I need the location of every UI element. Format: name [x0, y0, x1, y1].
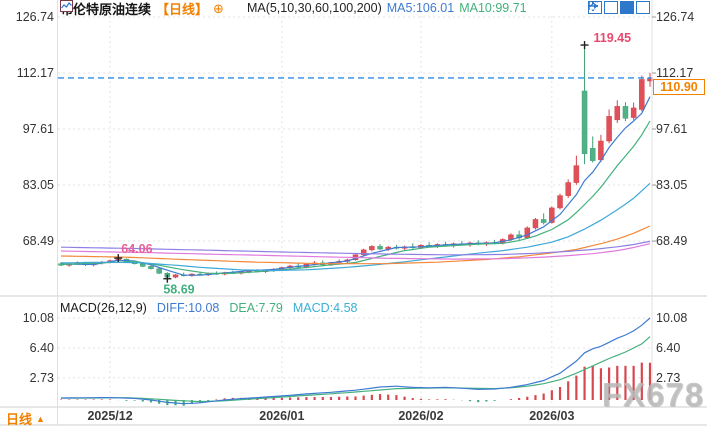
ma5-value-label: MA5:106.01	[386, 1, 455, 15]
timeframe-selector[interactable]: 日线 ▲	[6, 409, 45, 428]
price-axis-label-left: 68.49	[23, 234, 54, 248]
candle[interactable]	[532, 219, 539, 229]
auto-scroll-latest-icon[interactable]	[588, 1, 634, 14]
candle[interactable]	[524, 227, 531, 239]
timeframe-label: 日线	[6, 412, 33, 427]
dea-line	[61, 336, 651, 403]
x-axis-label: 2026/03	[529, 409, 575, 423]
candle[interactable]	[549, 207, 555, 223]
chart-toolbar	[588, 1, 650, 14]
ma-params-label: MA(5,10,30,60,100,200)	[246, 1, 382, 15]
macd-axis-label-left: 10.08	[23, 311, 54, 325]
candle[interactable]	[540, 219, 547, 223]
candle[interactable]	[581, 90, 588, 154]
macd-axis-label-right: 6.40	[656, 341, 680, 355]
price-axis-label-left: 97.61	[23, 122, 54, 136]
macd-header: MACD(26,12,9) DIFF:10.08 DEA:7.79 MACD:4…	[60, 300, 358, 315]
spike-high-label: 119.45	[594, 31, 632, 45]
macd-axis-label-left: 6.40	[30, 341, 54, 355]
kline-chart-icon[interactable]	[60, 0, 242, 14]
candle[interactable]	[589, 148, 596, 161]
dec-high-label: 64.06	[121, 242, 152, 256]
candle[interactable]	[606, 116, 612, 142]
candle[interactable]	[639, 79, 645, 110]
chevron-up-icon: ▲	[36, 413, 45, 424]
price-axis-label-right: 97.61	[656, 122, 687, 136]
ma200-line	[60, 243, 651, 260]
candle[interactable]	[369, 246, 375, 251]
candle[interactable]	[172, 274, 179, 278]
price-axis-label-left: 126.74	[16, 10, 54, 24]
ma100-line	[60, 240, 651, 256]
price-axis-label-right: 126.74	[656, 10, 694, 24]
price-axis-label-left: 83.05	[23, 178, 54, 192]
macd-axis-label-right: 10.08	[656, 311, 687, 325]
macd-value: MACD:4.58	[292, 300, 358, 315]
candle[interactable]	[148, 266, 154, 269]
period-tag: 【日线】	[156, 1, 209, 17]
instrument-name: 布伦特原油连续	[60, 1, 152, 17]
candle[interactable]	[557, 195, 563, 209]
candle[interactable]	[140, 263, 146, 267]
last-price-badge: 110.90	[653, 79, 705, 95]
macd-axis-label-right: 2.73	[656, 371, 680, 385]
macd-params-label: MACD(26,12,9)	[60, 300, 147, 315]
candle[interactable]	[565, 182, 571, 196]
x-axis-label: 2026/02	[398, 409, 444, 423]
price-axis-label-left: 112.17	[17, 66, 54, 80]
ma30-line	[60, 182, 651, 272]
x-axis-label: 2026/01	[259, 409, 305, 423]
diff-line	[60, 317, 651, 405]
add-indicator-icon[interactable]: ⊕	[213, 0, 224, 16]
macd-dea-value: DEA:7.79	[229, 300, 283, 315]
macd-axis-label-left: 2.73	[30, 371, 54, 385]
macd-diff-value: DIFF:10.08	[156, 300, 220, 315]
axis-scale-icon[interactable]	[588, 1, 618, 14]
candle[interactable]	[622, 106, 629, 119]
candle[interactable]	[573, 165, 580, 183]
dec-low-label: 58.69	[163, 283, 194, 297]
chart-header: 布伦特原油连续 【日线】 ⊕ MA(5,10,30,60,100,200) MA…	[60, 0, 527, 17]
candle[interactable]	[614, 106, 621, 121]
price-axis-label-right: 68.49	[656, 234, 687, 248]
ma10-value-label: MA10:99.71	[459, 1, 527, 15]
go-to-latest-icon[interactable]	[588, 1, 650, 14]
ma10-line	[60, 120, 651, 274]
watermark: FX678	[601, 376, 704, 413]
candle[interactable]	[156, 268, 162, 274]
candle[interactable]	[630, 107, 637, 118]
ma5-line	[60, 96, 651, 276]
price-axis-label-right: 83.05	[656, 178, 687, 192]
x-axis-label: 2025/12	[87, 409, 133, 423]
candle[interactable]	[360, 249, 367, 256]
price-axis-label-right: 112.17	[656, 66, 693, 80]
candle[interactable]	[377, 246, 383, 250]
